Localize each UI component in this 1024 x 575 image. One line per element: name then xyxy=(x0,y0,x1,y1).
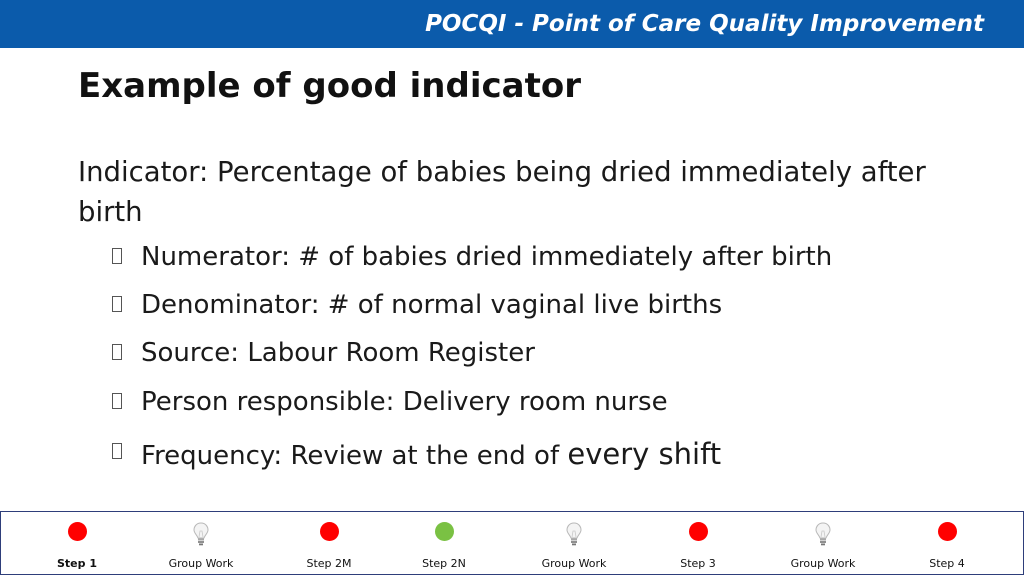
header-bar: POCQI - Point of Care Quality Improvemen… xyxy=(0,0,1024,48)
indicator-text: Indicator: Percentage of babies being dr… xyxy=(78,156,926,228)
step-1[interactable]: Step 1 xyxy=(22,512,132,574)
bullet-text: Frequency: Review at the end of every sh… xyxy=(141,437,721,471)
red-dot-icon xyxy=(68,522,87,541)
bullet-text: Source: Labour Room Register xyxy=(141,338,535,368)
step-label: Group Work xyxy=(541,557,607,570)
bullet-text: Numerator: # of babies dried immediately… xyxy=(141,242,833,272)
bullet-box-icon xyxy=(112,344,122,360)
step-group-work[interactable]: Group Work xyxy=(146,512,256,574)
red-dot-icon xyxy=(938,522,957,541)
green-dot-icon xyxy=(435,522,454,541)
bullet-text: Person responsible: Delivery room nurse xyxy=(141,387,668,417)
step-label: Step 4 xyxy=(929,557,965,570)
bullet-frequency-emphasis: every shift xyxy=(567,437,722,471)
header-title: POCQI - Point of Care Quality Improvemen… xyxy=(425,11,984,37)
step-2n[interactable]: Step 2N xyxy=(389,512,499,574)
lightbulb-icon xyxy=(193,522,209,546)
step-label: Step 2M xyxy=(306,557,352,570)
step-label: Step 3 xyxy=(680,557,716,570)
bullet-frequency-text: Frequency: Review at the end of xyxy=(141,441,560,471)
slide-title: Example of good indicator xyxy=(78,66,581,106)
bullet-box-icon xyxy=(112,393,122,409)
step-navigation-bar: Step 1 Group Work Step 2M Step 2N Group … xyxy=(0,511,1024,575)
step-group-work[interactable]: Group Work xyxy=(519,512,629,574)
lightbulb-icon xyxy=(815,522,831,546)
step-4[interactable]: Step 4 xyxy=(892,512,1002,574)
step-2m[interactable]: Step 2M xyxy=(274,512,384,574)
step-3[interactable]: Step 3 xyxy=(643,512,753,574)
step-label: Group Work xyxy=(168,557,234,570)
step-label: Group Work xyxy=(790,557,856,570)
step-group-work[interactable]: Group Work xyxy=(768,512,878,574)
lightbulb-icon xyxy=(566,522,582,546)
step-label: Step 1 xyxy=(57,557,97,570)
red-dot-icon xyxy=(320,522,339,541)
bullet-box-icon xyxy=(112,443,122,459)
bullet-text: Denominator: # of normal vaginal live bi… xyxy=(141,290,723,320)
step-label: Step 2N xyxy=(422,557,466,570)
red-dot-icon xyxy=(689,522,708,541)
bullet-box-icon xyxy=(112,296,122,312)
bullet-box-icon xyxy=(112,248,122,264)
